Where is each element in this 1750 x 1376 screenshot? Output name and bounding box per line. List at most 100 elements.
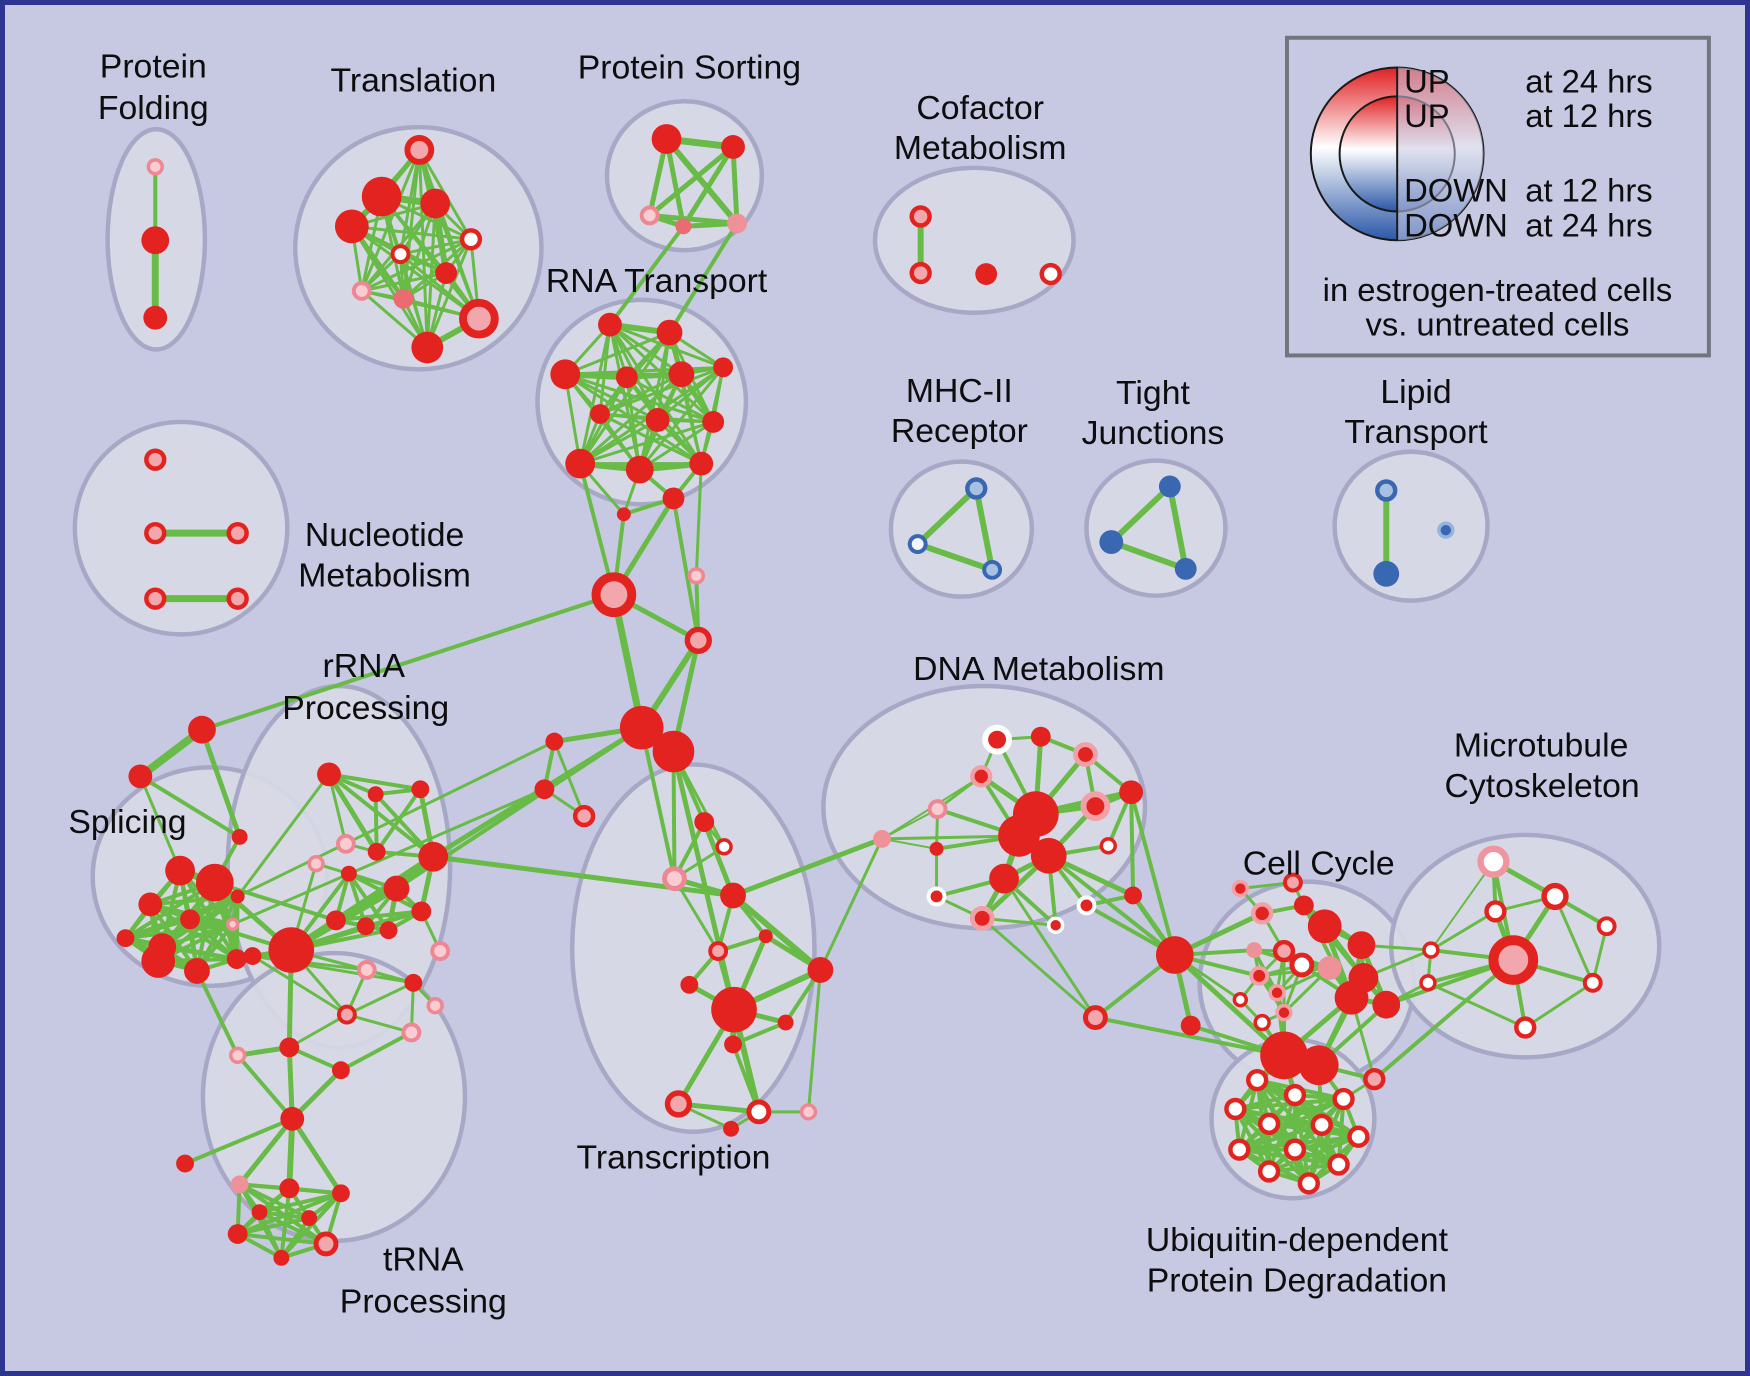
node xyxy=(1257,1112,1281,1135)
node xyxy=(1250,902,1274,925)
edge xyxy=(345,1013,413,1034)
edge xyxy=(1523,981,1595,1030)
nodes xyxy=(116,124,1617,1266)
edge xyxy=(257,1210,312,1221)
node xyxy=(926,886,947,907)
node xyxy=(1119,780,1144,805)
edge xyxy=(973,485,996,573)
node xyxy=(1046,916,1065,934)
edge xyxy=(1172,952,1287,1058)
node xyxy=(927,799,948,820)
legend-direction-label: UP xyxy=(1404,62,1450,99)
node xyxy=(909,205,932,228)
node xyxy=(1039,262,1062,286)
node xyxy=(273,1249,290,1266)
node xyxy=(184,958,210,984)
node xyxy=(146,158,164,176)
edge xyxy=(880,837,938,850)
legend-direction-label: DOWN xyxy=(1404,172,1508,209)
edge xyxy=(730,836,885,898)
node xyxy=(1419,974,1437,992)
node xyxy=(1289,952,1315,978)
node xyxy=(226,949,247,969)
edge xyxy=(806,968,822,1114)
cluster-label-cofactor: Cofactor xyxy=(916,89,1044,127)
legend-footer: vs. untreated cells xyxy=(1365,306,1629,343)
node xyxy=(334,209,369,244)
edge xyxy=(1046,853,1177,958)
edge xyxy=(608,323,683,376)
node xyxy=(1253,1013,1271,1032)
legend-time-label: at 24 hrs xyxy=(1525,62,1652,99)
node xyxy=(379,921,398,940)
node xyxy=(989,863,1019,894)
edge xyxy=(194,968,240,1058)
legend-faded-half xyxy=(1397,67,1484,241)
node xyxy=(404,135,435,165)
edge xyxy=(345,981,415,1017)
node xyxy=(929,841,944,856)
node xyxy=(1099,837,1117,855)
node xyxy=(758,929,773,944)
node xyxy=(367,842,386,861)
node xyxy=(251,1204,268,1221)
node xyxy=(724,1035,742,1054)
edge xyxy=(880,834,1021,841)
cluster-ellipse-mhc xyxy=(888,459,1035,599)
node xyxy=(435,262,458,284)
edge xyxy=(1002,877,1097,1020)
node xyxy=(998,815,1040,857)
node xyxy=(411,780,430,799)
node xyxy=(138,892,163,917)
node xyxy=(1246,942,1263,959)
node xyxy=(680,975,699,994)
node xyxy=(1437,521,1455,539)
node xyxy=(1268,984,1286,1002)
node xyxy=(411,331,444,364)
node xyxy=(625,455,654,484)
node xyxy=(226,587,249,610)
legend-direction-label: DOWN xyxy=(1404,206,1508,243)
cluster-label-nucleotide: Nucleotide xyxy=(305,516,464,554)
node xyxy=(727,213,747,234)
node xyxy=(1073,742,1098,767)
edge xyxy=(430,854,736,898)
node xyxy=(1228,1138,1251,1161)
node xyxy=(689,451,714,476)
node xyxy=(1317,956,1342,980)
legend-time-label: at 12 hrs xyxy=(1525,97,1652,134)
edge xyxy=(671,749,677,881)
edge xyxy=(360,271,448,293)
node xyxy=(411,901,432,922)
node xyxy=(1283,872,1303,893)
edge xyxy=(327,772,348,846)
node xyxy=(1477,845,1510,878)
edge xyxy=(663,136,740,227)
node xyxy=(116,929,135,948)
node xyxy=(279,1037,300,1058)
node xyxy=(231,828,248,845)
node xyxy=(534,779,555,800)
node xyxy=(227,1224,248,1244)
cluster-labels: Protein Folding Translation Protein Sorting… xyxy=(68,47,1639,1320)
node xyxy=(721,135,745,159)
node xyxy=(1582,972,1603,993)
edge xyxy=(1129,790,1177,958)
cluster-label-tight: Junctions xyxy=(1082,414,1225,452)
edge xyxy=(327,772,436,859)
edge xyxy=(1129,790,1136,898)
node xyxy=(331,1184,350,1203)
legend-time-label: at 12 hrs xyxy=(1525,172,1652,209)
edge xyxy=(1429,860,1495,952)
node xyxy=(307,855,325,873)
edge xyxy=(730,892,824,973)
node xyxy=(1514,1016,1537,1039)
legend: UP at 24 hrs UP at 12 hrs DOWN at 12 hrs DOWN a… xyxy=(1284,35,1711,358)
edge xyxy=(374,787,423,854)
node xyxy=(393,288,414,309)
node xyxy=(1375,479,1398,502)
node xyxy=(675,218,692,235)
node xyxy=(1275,1003,1293,1022)
node xyxy=(799,1103,818,1121)
edge xyxy=(326,771,380,855)
